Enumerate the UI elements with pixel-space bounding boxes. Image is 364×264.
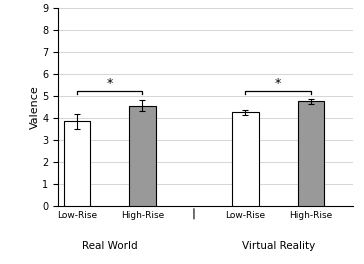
- Text: Virtual Reality: Virtual Reality: [242, 241, 315, 251]
- Text: *: *: [107, 77, 113, 90]
- Text: Real World: Real World: [82, 241, 138, 251]
- Bar: [298, 101, 324, 206]
- Bar: [232, 112, 258, 206]
- Text: *: *: [275, 77, 281, 90]
- Y-axis label: Valence: Valence: [29, 85, 39, 129]
- Bar: [129, 106, 155, 206]
- Bar: [64, 121, 90, 206]
